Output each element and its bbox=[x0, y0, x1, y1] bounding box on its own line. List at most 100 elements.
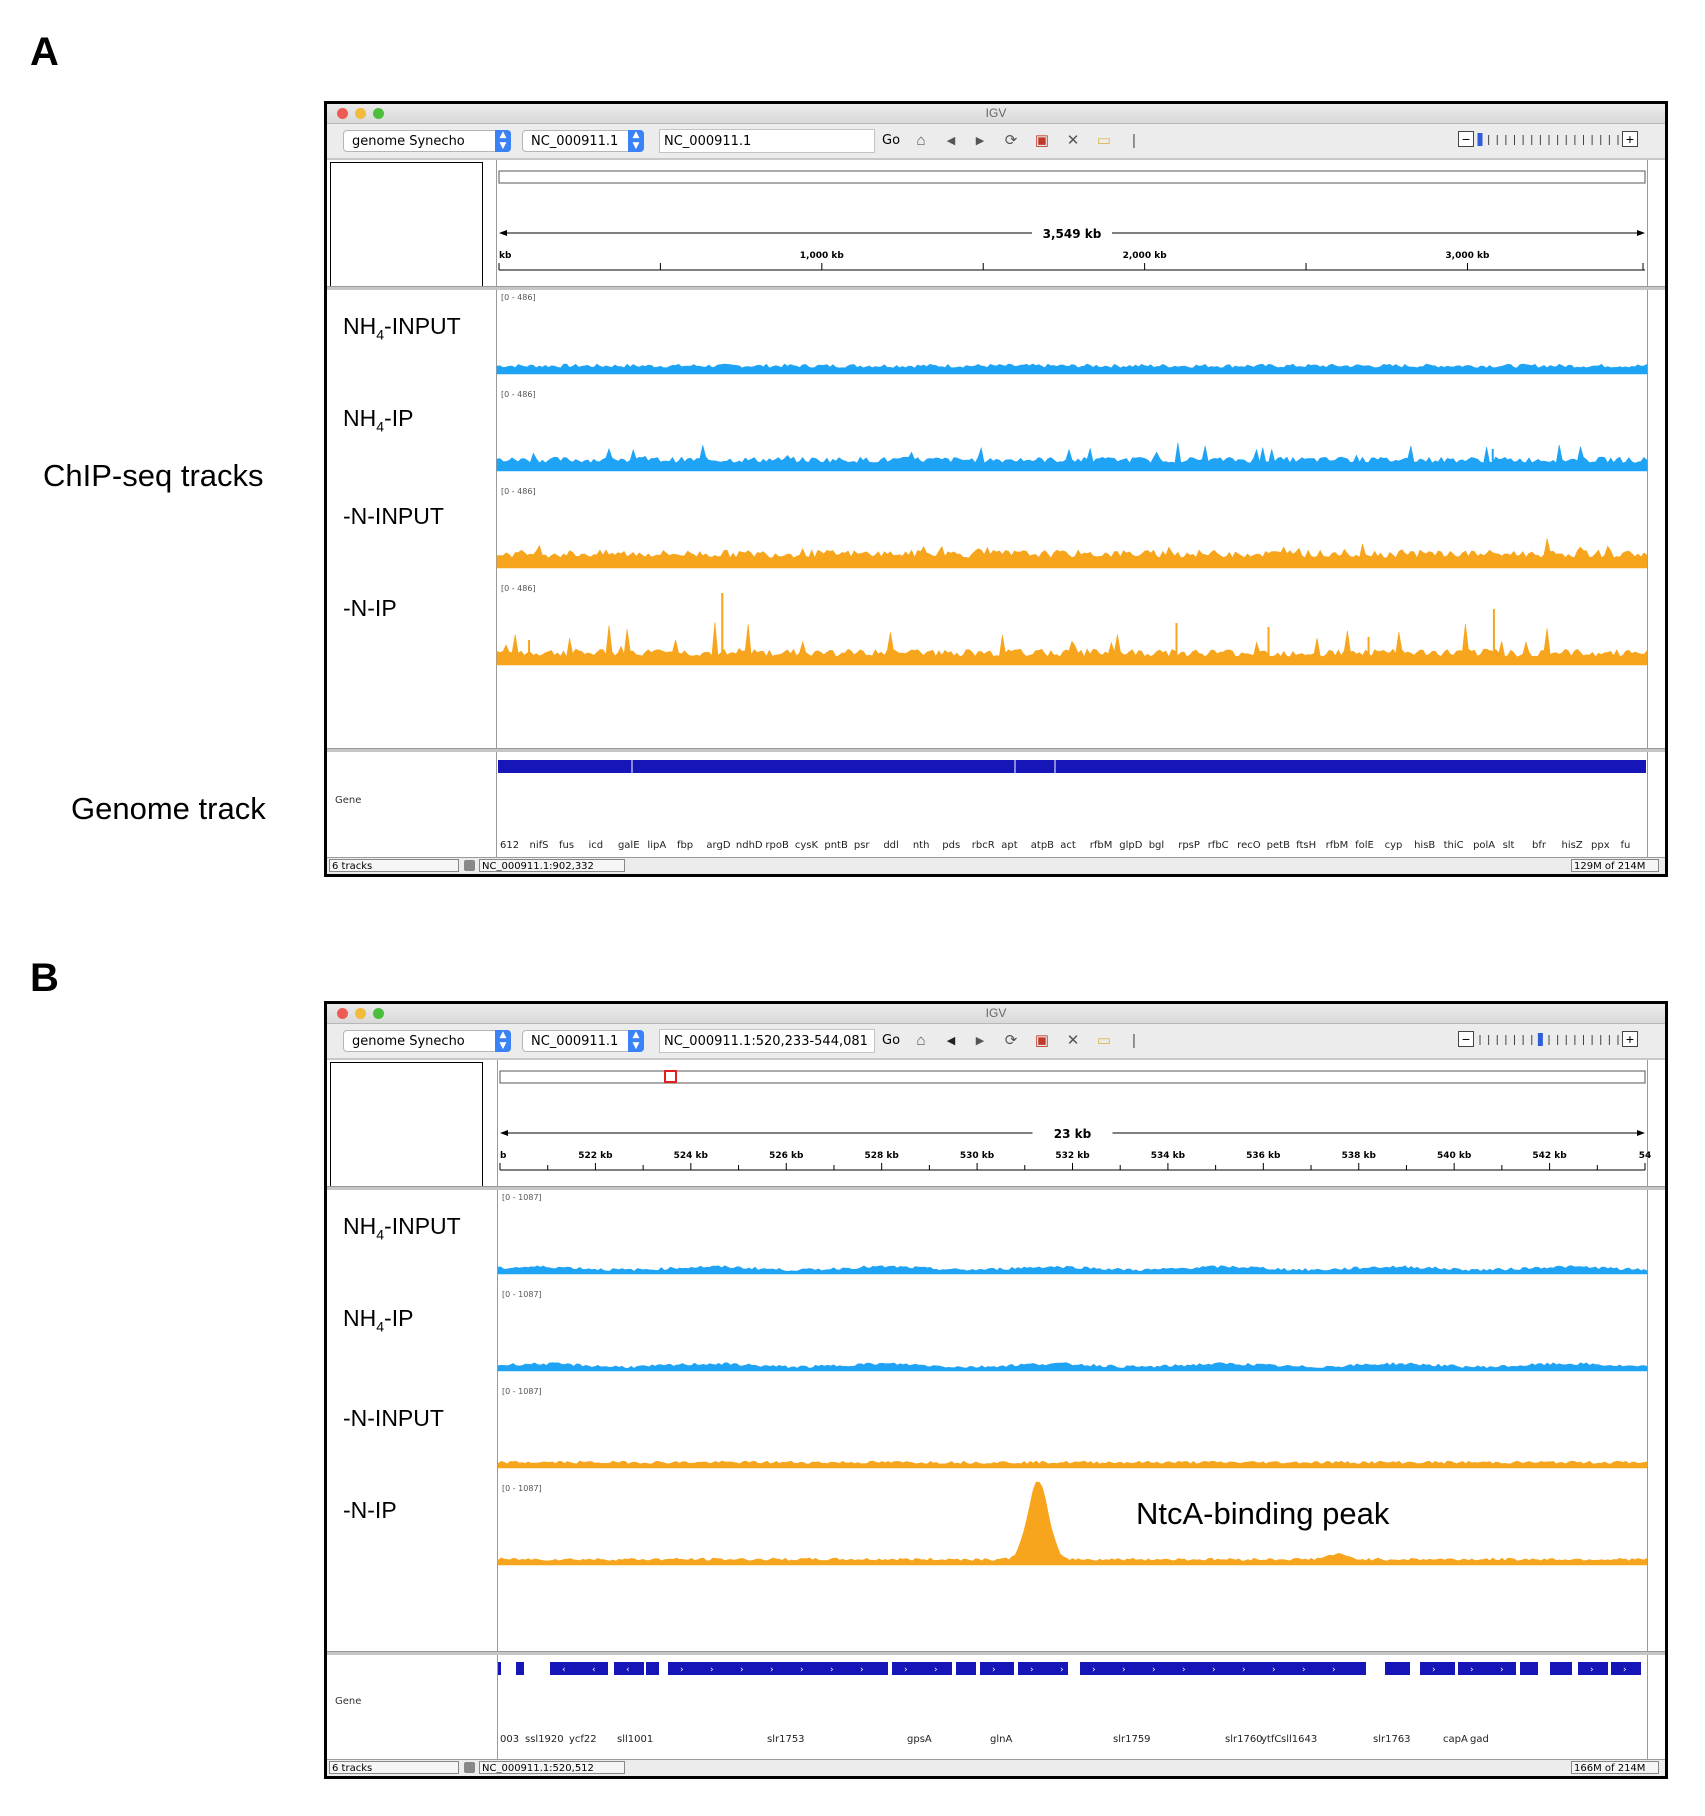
data-gene-divider[interactable] bbox=[327, 748, 1665, 752]
zoom-slider[interactable]: − + bbox=[1458, 131, 1638, 151]
ruler-tick-label: 528 kb bbox=[864, 1151, 899, 1161]
resize-icon[interactable]: ✕ bbox=[1066, 132, 1080, 149]
strand-arrow: › bbox=[1242, 1665, 1246, 1675]
scrollbar-gutter[interactable] bbox=[1647, 160, 1648, 858]
home-icon[interactable]: ⌂ bbox=[916, 132, 926, 149]
data-panel: 23 kb b 522 kb 524 kb 526 kb 528 kb 530 kb 532 … bbox=[327, 1060, 1665, 1760]
settings-icon[interactable] bbox=[464, 860, 475, 871]
minimize-window-button[interactable] bbox=[355, 108, 366, 119]
gene-block bbox=[1611, 1662, 1641, 1675]
coverage-spike bbox=[1175, 457, 1178, 471]
ruler[interactable]: 3,549 kb kb 1,000 kb 2,000 kb 3,000 kb bbox=[497, 160, 1647, 286]
gene-label: slr1759 bbox=[1113, 1734, 1151, 1745]
chromosome-select-value: NC_000911.1 bbox=[531, 1034, 619, 1049]
gene-label: bgl bbox=[1148, 840, 1165, 851]
status-track-count: 6 tracks bbox=[329, 1761, 459, 1774]
zoom-window-button[interactable] bbox=[373, 1008, 384, 1019]
gene-label: slr1763 bbox=[1373, 1734, 1411, 1745]
zoom-in-icon[interactable]: + bbox=[1622, 1031, 1638, 1047]
ruler-tick-label: 534 kb bbox=[1151, 1151, 1186, 1161]
coverage-spike bbox=[690, 459, 693, 471]
forward-icon[interactable]: ▶ bbox=[975, 1035, 985, 1047]
zoom-window-button[interactable] bbox=[373, 108, 384, 119]
back-icon[interactable]: ◀ bbox=[946, 1035, 956, 1047]
span-arrow-right bbox=[1637, 1130, 1645, 1136]
settings-icon[interactable] bbox=[464, 1762, 475, 1773]
gene-label: nth bbox=[912, 840, 930, 851]
status-position: NC_000911.1:902,332 bbox=[479, 859, 625, 872]
gene-label: gad bbox=[1470, 1734, 1489, 1745]
close-window-button[interactable] bbox=[337, 1008, 348, 1019]
genome-select[interactable]: genome Synecho ▲ ▼ bbox=[343, 1030, 511, 1052]
zoom-slider[interactable]: − + bbox=[1458, 1031, 1638, 1051]
name-panel-divider[interactable] bbox=[496, 160, 497, 858]
ruler-toggle-icon[interactable]: | bbox=[1132, 1032, 1136, 1049]
gene-label: 612 bbox=[500, 840, 520, 851]
coverage-tracks[interactable] bbox=[497, 1190, 1648, 1651]
coverage-spike bbox=[1491, 449, 1494, 471]
data-range-label: [0 - 1087] bbox=[502, 1387, 542, 1396]
locus-input[interactable]: NC_000911.1:520,233-544,081 bbox=[659, 1029, 875, 1053]
zoom-ticks[interactable] bbox=[1478, 1033, 1620, 1046]
track-name-text: -N-IP bbox=[343, 1497, 397, 1523]
ruler-divider[interactable] bbox=[327, 1186, 1665, 1190]
name-panel-divider[interactable] bbox=[497, 1060, 498, 1760]
genome-select-value: genome Synecho bbox=[352, 134, 465, 149]
igv-window-b: IGV genome Synecho ▲ ▼ NC_000911.1 ▲ ▼ NC_00… bbox=[324, 1001, 1668, 1779]
gene-block bbox=[516, 1662, 524, 1675]
gene-track[interactable]: ‹ ‹ ‹ › › › › › › › › › › › › › › › › › › › › › › › › › › bbox=[498, 1660, 1647, 1680]
forward-icon[interactable]: ▶ bbox=[975, 135, 985, 147]
ruler[interactable]: 23 kb b 522 kb 524 kb 526 kb 528 kb 530 kb 532 … bbox=[498, 1060, 1651, 1186]
popup-info-icon[interactable]: ▭ bbox=[1096, 1032, 1112, 1049]
track-name-nh4-input: NH4-INPUT bbox=[343, 313, 461, 343]
back-icon[interactable]: ◀ bbox=[946, 135, 956, 147]
strand-arrow: › bbox=[992, 1665, 996, 1675]
ruler-toggle-icon[interactable]: | bbox=[1132, 132, 1136, 149]
gene-label: slr1753 bbox=[767, 1734, 805, 1745]
chromosome-select[interactable]: NC_000911.1 ▲ ▼ bbox=[522, 130, 644, 152]
gene-track[interactable] bbox=[497, 756, 1647, 776]
gene-label: ftsH bbox=[1296, 840, 1317, 851]
chipseq-tracks-label: ChIP-seq tracks bbox=[43, 458, 264, 493]
gene-block bbox=[1420, 1662, 1455, 1675]
zoom-out-icon[interactable]: − bbox=[1458, 131, 1474, 147]
ruler-tick-label: 530 kb bbox=[960, 1151, 995, 1161]
track-name-nh4-ip: NH4-IP bbox=[343, 1305, 413, 1335]
refresh-icon[interactable]: ⟳ bbox=[1004, 132, 1018, 149]
zoom-in-icon[interactable]: + bbox=[1622, 131, 1638, 147]
data-gene-divider[interactable] bbox=[327, 1651, 1665, 1655]
chromosome-select[interactable]: NC_000911.1 ▲ ▼ bbox=[522, 1030, 644, 1052]
ruler-divider[interactable] bbox=[327, 286, 1665, 290]
zoom-ticks[interactable] bbox=[1477, 133, 1620, 146]
window-title: IGV bbox=[985, 1006, 1007, 1020]
gene-label: cyp bbox=[1384, 840, 1403, 851]
gene-label: petB bbox=[1266, 840, 1290, 851]
go-button[interactable]: Go bbox=[882, 133, 901, 148]
refresh-icon[interactable]: ⟳ bbox=[1004, 1032, 1018, 1049]
gene-label: psr bbox=[853, 840, 870, 851]
status-memory: 166M of 214M bbox=[1571, 1761, 1659, 1774]
span-label-bg bbox=[1032, 1125, 1113, 1141]
scrollbar-gutter[interactable] bbox=[1647, 1060, 1648, 1760]
resize-icon[interactable]: ✕ bbox=[1066, 1032, 1080, 1049]
locus-input[interactable]: NC_000911.1 bbox=[659, 129, 875, 153]
go-button[interactable]: Go bbox=[882, 1033, 901, 1048]
coverage-tracks[interactable] bbox=[496, 290, 1648, 748]
gene-label: rpoB bbox=[765, 840, 789, 851]
home-icon[interactable]: ⌂ bbox=[916, 1032, 926, 1049]
chevron-updown-icon: ▲ ▼ bbox=[495, 1030, 511, 1052]
minimize-window-button[interactable] bbox=[355, 1008, 366, 1019]
gene-label: rfbM bbox=[1089, 840, 1113, 851]
zoom-out-icon[interactable]: − bbox=[1458, 1031, 1474, 1047]
gene-block bbox=[498, 1662, 501, 1675]
track-name-text: NH bbox=[343, 313, 377, 339]
genome-select[interactable]: genome Synecho ▲ ▼ bbox=[343, 130, 511, 152]
popup-info-icon[interactable]: ▭ bbox=[1096, 132, 1112, 149]
gene-track-name: Gene bbox=[335, 795, 362, 806]
region-of-interest-icon[interactable]: ▣ bbox=[1034, 132, 1050, 149]
region-of-interest-icon[interactable]: ▣ bbox=[1034, 1032, 1050, 1049]
title-bar: IGV bbox=[327, 1004, 1665, 1024]
strand-arrow: › bbox=[680, 1665, 684, 1675]
close-window-button[interactable] bbox=[337, 108, 348, 119]
gene-block bbox=[1458, 1662, 1516, 1675]
